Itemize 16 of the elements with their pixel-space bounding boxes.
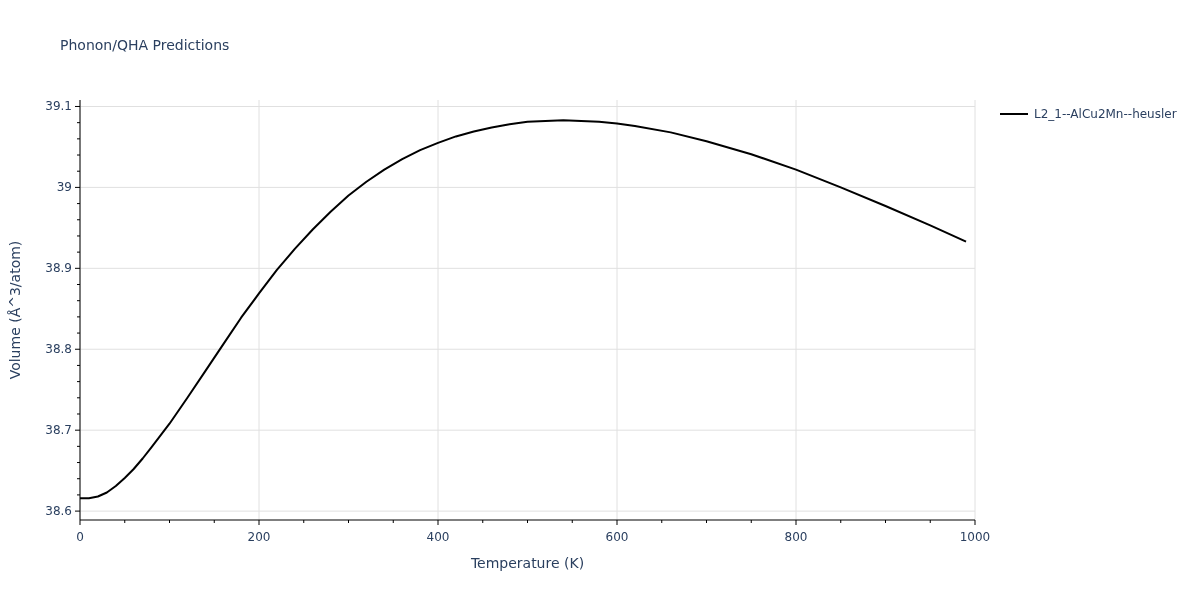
- y-axis-title: Volume (Å^3/atom): [7, 240, 23, 380]
- x-tick-label: 0: [76, 530, 84, 544]
- legend-label: L2_1--AlCu2Mn--heusler: [1034, 107, 1177, 121]
- chart-title: Phonon/QHA Predictions: [60, 37, 230, 53]
- y-tick-label: 38.6: [45, 504, 72, 519]
- y-tick-label: 38.8: [45, 342, 72, 357]
- x-tick-label: 800: [784, 530, 808, 544]
- x-tick-label: 400: [426, 530, 450, 544]
- x-tick-label: 200: [247, 530, 271, 544]
- x-axis-title: Temperature (K): [469, 555, 585, 571]
- x-tick-label: 1000: [959, 530, 991, 544]
- y-tick-label: 38.7: [45, 423, 72, 438]
- y-tick-label: 38.9: [45, 261, 72, 276]
- x-tick-label: 600: [605, 530, 629, 544]
- y-tick-label: 39.1: [45, 99, 72, 114]
- y-tick-label: 39: [56, 180, 72, 195]
